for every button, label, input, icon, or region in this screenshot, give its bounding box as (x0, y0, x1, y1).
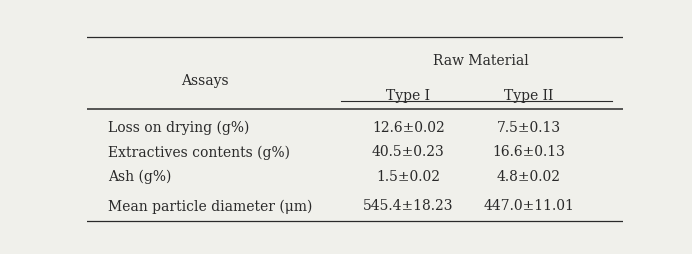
Text: Raw Material: Raw Material (432, 54, 529, 68)
Text: Type I: Type I (386, 89, 430, 103)
Text: Ash (g%): Ash (g%) (108, 169, 172, 183)
Text: 40.5±0.23: 40.5±0.23 (372, 145, 445, 159)
Text: Assays: Assays (181, 73, 228, 87)
Text: Extractives contents (g%): Extractives contents (g%) (108, 145, 290, 159)
Text: 1.5±0.02: 1.5±0.02 (376, 169, 440, 183)
Text: 7.5±0.13: 7.5±0.13 (497, 120, 561, 134)
Text: Type II: Type II (504, 89, 554, 103)
Text: 16.6±0.13: 16.6±0.13 (493, 145, 565, 159)
Text: 545.4±18.23: 545.4±18.23 (363, 199, 453, 213)
Text: 447.0±11.01: 447.0±11.01 (484, 199, 574, 213)
Text: 12.6±0.02: 12.6±0.02 (372, 120, 445, 134)
Text: 4.8±0.02: 4.8±0.02 (497, 169, 561, 183)
Text: Mean particle diameter (μm): Mean particle diameter (μm) (108, 198, 312, 213)
Text: Loss on drying (g%): Loss on drying (g%) (108, 120, 249, 134)
